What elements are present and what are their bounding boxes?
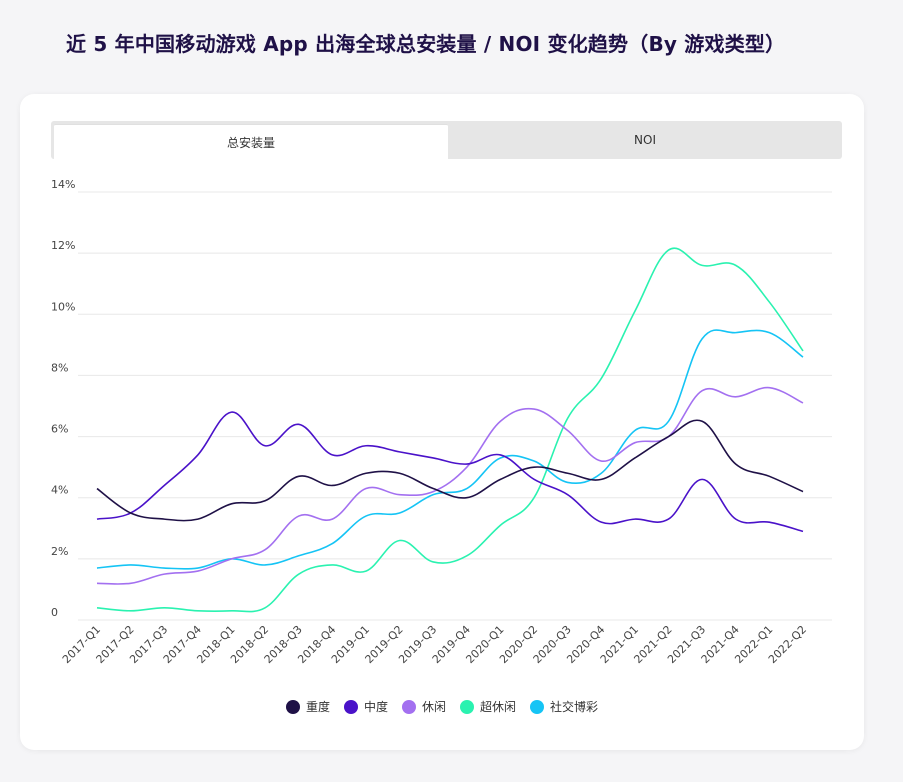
series-lines [96,247,804,613]
y-tick-label: 2% [51,545,68,558]
legend-item[interactable]: 重度 [285,698,330,715]
series-line-0 [96,419,804,522]
tab-total-installs[interactable]: 总安装量 [54,124,448,159]
legend-item[interactable]: 休闲 [401,698,446,715]
legend-item[interactable]: 超休闲 [460,698,516,715]
series-line-4 [96,329,804,570]
legend-item[interactable]: 中度 [343,698,388,715]
legend-label: 休闲 [421,700,446,714]
y-tick-label: 14% [51,178,75,191]
legend-label: 重度 [305,700,330,714]
series-line-3 [96,247,804,613]
y-tick-label: 8% [51,361,68,374]
tab-bar: 总安装量 NOI [51,121,842,159]
y-tick-label: 12% [51,239,75,252]
y-tick-label: 0 [51,606,58,619]
legend-marker [401,699,416,714]
y-axis-ticks: 0 2% 4% 6% 8% 10% 12% 14% [51,178,75,619]
legend-marker [530,699,545,714]
legend-label: 社交博彩 [550,700,599,714]
y-tick-label: 10% [51,300,75,313]
legend-marker [460,699,474,714]
series-line-1 [96,411,804,533]
y-tick-label: 4% [51,484,68,497]
series-line-2 [96,386,804,585]
legend-label: 超休闲 [480,700,517,714]
y-tick-label: 6% [51,423,68,436]
legend-marker [343,699,358,714]
chart-card: 总安装量 NOI 0 2% 4% 6% 8% 10% 12% 14% 2017-Q1 2017-… [20,94,864,750]
legend-label: 中度 [363,700,388,714]
legend: 重度 中度 休闲 超休闲 社交博彩 [20,698,864,715]
legend-marker [285,699,300,714]
line-chart: 0 2% 4% 6% 8% 10% 12% 14% 2017-Q12017-Q22017-Q3… [51,178,832,666]
x-axis-ticks: 2017-Q12017-Q22017-Q32017-Q42018-Q12018-… [60,623,809,666]
legend-item[interactable]: 社交博彩 [530,698,598,715]
tab-noi[interactable]: NOI [634,133,656,147]
grid-lines [78,191,832,621]
chart-title: 近 5 年中国移动游戏 App 出海全球总安装量 / NOI 变化趋势（By 游… [66,32,786,56]
